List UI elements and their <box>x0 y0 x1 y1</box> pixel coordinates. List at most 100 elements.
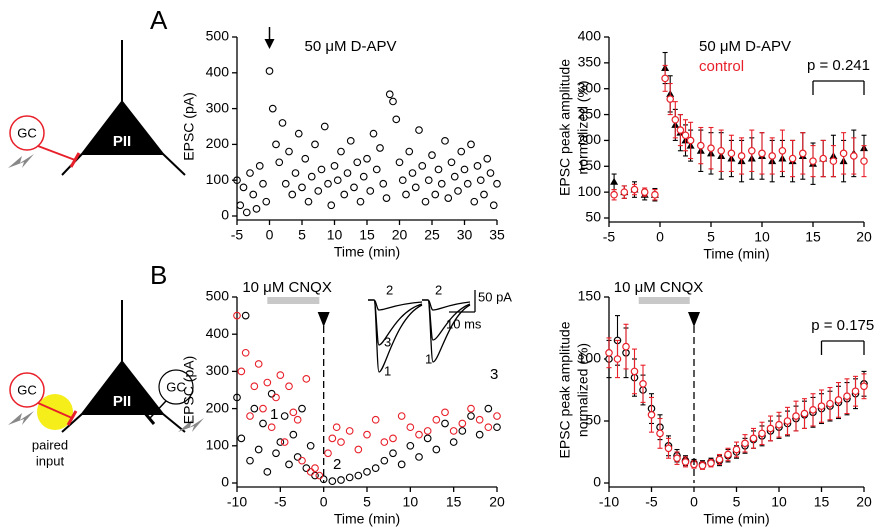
point <box>698 461 707 470</box>
point <box>402 190 410 199</box>
point <box>681 458 690 466</box>
x-axis-label: Time (min) <box>334 511 400 527</box>
x-tick-label: 10 <box>403 494 419 510</box>
inset-label: 1 <box>425 351 432 366</box>
point <box>671 115 680 124</box>
point <box>280 412 289 420</box>
y-tick-label: 100 <box>578 183 602 199</box>
point <box>473 162 482 170</box>
point <box>475 430 484 439</box>
y-tick-label: 200 <box>206 399 230 415</box>
point <box>246 169 254 177</box>
point <box>457 147 466 156</box>
point <box>285 460 293 469</box>
point <box>328 477 337 485</box>
y-tick-label: 150 <box>578 288 602 304</box>
point <box>254 445 263 454</box>
cell-label: PII <box>113 393 131 410</box>
point <box>747 146 756 155</box>
point <box>486 169 495 177</box>
point <box>405 147 414 156</box>
trace <box>422 299 471 341</box>
point <box>249 190 258 199</box>
point <box>397 460 406 469</box>
y-tick-label: 300 <box>206 362 230 378</box>
point <box>328 434 337 443</box>
point <box>434 165 443 174</box>
lightning <box>8 411 34 425</box>
lightning <box>8 154 34 168</box>
point <box>766 424 775 433</box>
point <box>406 423 415 432</box>
x-tick-label: -5 <box>645 494 658 510</box>
axon <box>149 400 167 419</box>
y-tick-label: 150 <box>578 157 602 173</box>
point <box>408 169 417 177</box>
inset-label: 2 <box>435 282 442 297</box>
point <box>483 154 492 163</box>
x-tick-label: 15 <box>446 494 462 510</box>
point <box>389 97 397 106</box>
point <box>327 201 336 210</box>
synapse <box>69 152 81 168</box>
x-tick-label: 20 <box>489 494 505 510</box>
point <box>291 169 300 177</box>
drug-label: 10 μM CNQX <box>614 279 704 296</box>
point <box>304 197 313 206</box>
y-tick-label: 500 <box>206 288 230 304</box>
point <box>252 204 261 213</box>
point <box>397 412 406 420</box>
point <box>737 152 746 160</box>
point <box>259 179 267 188</box>
point <box>493 412 501 420</box>
x-axis-label: Time (min) <box>703 246 769 262</box>
point <box>306 467 315 476</box>
x-tick-label: 20 <box>856 229 872 245</box>
point <box>345 427 354 435</box>
point <box>267 423 276 432</box>
point <box>622 342 630 351</box>
inset-label: 3 <box>384 334 391 349</box>
x-tick-label: 0 <box>656 229 664 245</box>
point <box>605 348 613 357</box>
y-tick-label: 100 <box>206 437 230 453</box>
point <box>324 179 332 188</box>
point <box>749 434 758 443</box>
point <box>320 122 329 131</box>
x-tick-label: 25 <box>424 227 440 243</box>
point <box>259 404 267 413</box>
point <box>333 176 342 185</box>
y-tick-label: 50 <box>585 209 601 225</box>
drug-bar <box>267 297 320 304</box>
point <box>696 141 705 150</box>
x-tick-label: 10 <box>771 494 787 510</box>
point <box>715 455 724 464</box>
point <box>476 176 485 185</box>
arrow-head <box>264 39 275 49</box>
point <box>298 456 306 465</box>
point <box>661 74 669 83</box>
point <box>289 408 298 417</box>
point <box>246 456 254 465</box>
point <box>610 177 619 185</box>
point <box>372 165 381 174</box>
y-tick-label: 400 <box>206 325 230 341</box>
point <box>686 136 695 145</box>
paired-highlight <box>37 394 73 430</box>
point <box>380 456 389 465</box>
point <box>236 201 245 210</box>
y-tick-label: 250 <box>578 105 602 121</box>
point <box>819 154 828 163</box>
point <box>340 190 349 199</box>
point <box>489 201 498 210</box>
point <box>278 119 287 127</box>
point <box>809 157 817 165</box>
point <box>294 129 303 138</box>
point <box>800 409 809 418</box>
point <box>493 179 501 188</box>
y-axis-label: normalized (%) <box>575 343 591 437</box>
point <box>302 464 311 472</box>
point <box>415 126 423 134</box>
point <box>250 404 259 413</box>
point <box>826 399 834 408</box>
